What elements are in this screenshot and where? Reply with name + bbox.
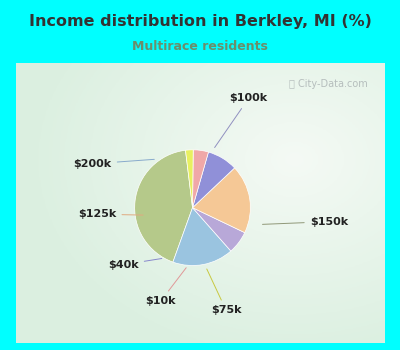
Text: ⓘ City-Data.com: ⓘ City-Data.com [290, 78, 368, 89]
Wedge shape [192, 208, 245, 251]
Text: Multirace residents: Multirace residents [132, 40, 268, 53]
Wedge shape [135, 150, 192, 262]
Wedge shape [173, 208, 231, 266]
Text: $40k: $40k [108, 259, 162, 270]
Text: $75k: $75k [207, 269, 241, 315]
Wedge shape [192, 152, 234, 208]
Wedge shape [192, 168, 250, 233]
Text: $150k: $150k [262, 217, 348, 227]
Wedge shape [192, 150, 208, 208]
Text: $10k: $10k [146, 268, 186, 306]
Text: $200k: $200k [74, 159, 154, 169]
Wedge shape [186, 150, 193, 208]
Text: $100k: $100k [215, 93, 268, 147]
Text: $125k: $125k [78, 209, 143, 219]
Text: Income distribution in Berkley, MI (%): Income distribution in Berkley, MI (%) [28, 14, 372, 29]
